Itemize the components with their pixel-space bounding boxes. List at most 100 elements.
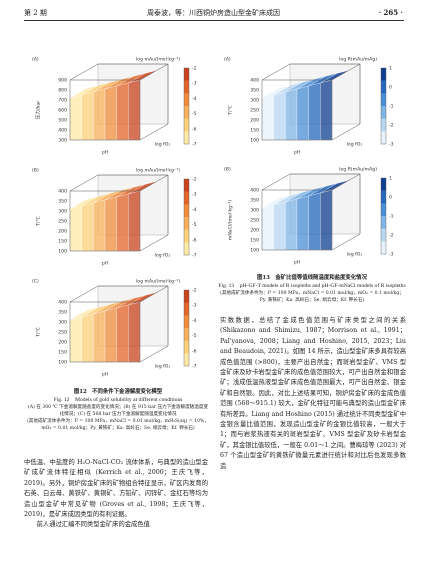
axis-frame	[261, 173, 291, 191]
colorbar-title: log mAu/(mol·kg⁻¹)	[136, 168, 180, 174]
slab	[273, 91, 286, 141]
colorbar-title: log R(mAu/mAg)	[339, 167, 377, 173]
y-tick-label: 300	[58, 320, 67, 326]
y-tick-label: 250	[250, 108, 259, 114]
colorbar-segment	[184, 179, 189, 192]
y-tick-label: 300	[58, 209, 67, 215]
axis-frame	[331, 233, 361, 251]
y-tick-label: 100	[58, 360, 67, 366]
y-tick-label: 150	[250, 238, 259, 244]
y-tick-label: 350	[250, 88, 259, 94]
y-tick-label: 400	[250, 188, 259, 194]
slab	[296, 85, 309, 141]
axis-frame	[139, 63, 169, 81]
colorbar-tick-label: -4	[192, 207, 197, 213]
colorbar-tick-label: -6	[192, 126, 197, 132]
x-axis-title: log fO₂	[155, 364, 171, 370]
colorbar-segment	[184, 131, 189, 145]
colorbar-segment	[184, 242, 189, 256]
y-tick-label: 150	[58, 239, 67, 245]
slab	[93, 88, 106, 141]
colorbar-title: log mAu/(mol·kg⁻¹)	[136, 279, 180, 285]
y-tick-label: 400	[58, 300, 67, 306]
slab	[261, 94, 274, 141]
colorbar-tick-label: -3	[389, 252, 394, 258]
y-axis-title: T/℃	[36, 327, 42, 338]
colorbar-segment	[184, 204, 189, 218]
slab	[261, 204, 274, 251]
y-tick-label: 350	[250, 198, 259, 204]
x-axis-title: log fO₂	[155, 253, 171, 259]
slab	[104, 196, 117, 252]
colorbar-frame	[380, 67, 387, 145]
panel-label: (B)	[224, 167, 231, 173]
slab	[104, 85, 117, 141]
header-rule	[24, 20, 404, 21]
y-tick-label: 700	[58, 98, 67, 104]
y-axis-title: T/℃	[228, 105, 234, 116]
axis-frame	[139, 123, 169, 141]
axis-frame	[69, 63, 99, 81]
y-tick-label: 100	[250, 138, 259, 144]
x-axis-title: pH	[102, 261, 108, 267]
colorbar-frame	[380, 177, 387, 255]
axis-frame	[331, 173, 361, 191]
colorbar-tick-label: -3	[192, 192, 197, 198]
slab	[285, 88, 298, 141]
colorbar-tick-label: 0	[389, 85, 392, 91]
axis-frame	[261, 63, 291, 81]
y-tick-label: 800	[58, 88, 67, 94]
colorbar-segment	[381, 241, 386, 255]
panel-label: (C)	[32, 279, 39, 285]
axis-frame	[69, 174, 99, 192]
y-tick-label: 200	[58, 229, 67, 235]
y-tick-label: 250	[58, 219, 67, 225]
slab	[81, 91, 94, 141]
colorbar-tick-label: -1	[389, 214, 394, 220]
y-tick-label: 150	[250, 128, 259, 134]
fig12-panel-c: (C) log mAu/(mol·kg⁻¹) T/℃ pH log fO₂ 400 350 3…	[32, 279, 197, 378]
y-tick-label: 100	[250, 248, 259, 254]
colorbar-title: log mAu/(mol·kg⁻¹)	[136, 57, 180, 63]
colorbar-segment	[184, 315, 189, 329]
colorbar-segment	[381, 203, 386, 217]
y-tick-label: 200	[250, 118, 259, 124]
slab	[320, 79, 333, 141]
slab	[69, 94, 82, 141]
colorbar-tick-label: -2	[192, 66, 197, 72]
y-tick-label: 350	[58, 199, 67, 205]
x-axis-title: pH	[294, 260, 300, 266]
y-tick-label: 250	[58, 330, 67, 336]
panel-label: (B)	[32, 168, 39, 174]
colorbar-segment	[381, 131, 386, 145]
slab	[69, 316, 82, 363]
x-axis-title: pH	[102, 150, 108, 156]
fig12-caption: 图12 不同条件下金溶解度变化模型 Fig. 12 Models of gold…	[26, 388, 210, 432]
running-title: 周泰波，等：川西铜炉房造山型金矿床成因	[147, 9, 280, 17]
colorbar-tick-label: -5	[192, 222, 197, 228]
x-axis-title: pH	[294, 150, 300, 156]
caption-note: (A) 在 300 ℃ 下金溶解度随盐度的变化情况；(B) 在 915 bar …	[27, 405, 209, 417]
y-axis-title: mNaCl/(mol·kg⁻¹)	[228, 200, 234, 240]
paragraph: 实数数据，总结了金成色值范围与矿床类型之间的关系 (Shikazono and …	[220, 317, 407, 470]
left-column: 中低温、中盐度的 H₂O-NaCl-CO₂ 流体体系，与典型的造山型金矿成矿流体…	[24, 458, 208, 531]
colorbar-tick-label: 0	[389, 195, 392, 201]
caption-en: Fig. 12 Models of gold solubility at dif…	[53, 397, 183, 403]
slab	[116, 82, 129, 141]
slab	[320, 189, 333, 251]
colorbar-segment	[184, 191, 189, 205]
colorbar-tick-label: -2	[192, 177, 197, 183]
axis-frame	[331, 63, 361, 81]
colorbar-frame	[183, 67, 190, 145]
axis-frame	[139, 174, 169, 192]
colorbar-segment	[381, 93, 386, 107]
y-axis-title: T/℃	[36, 216, 42, 227]
axis-frame	[139, 285, 169, 303]
colorbar-tick-label: -2	[192, 288, 197, 294]
y-tick-label: 150	[58, 350, 67, 356]
fig12-panel-a: (A) log mAu/(mol·kg⁻¹) 压力/bar pH log fO₂ 900 8…	[32, 57, 197, 156]
panel-label: (A)	[224, 57, 231, 63]
y-tick-label: 400	[58, 128, 67, 134]
slab	[128, 79, 141, 141]
colorbar-segment	[184, 80, 189, 94]
